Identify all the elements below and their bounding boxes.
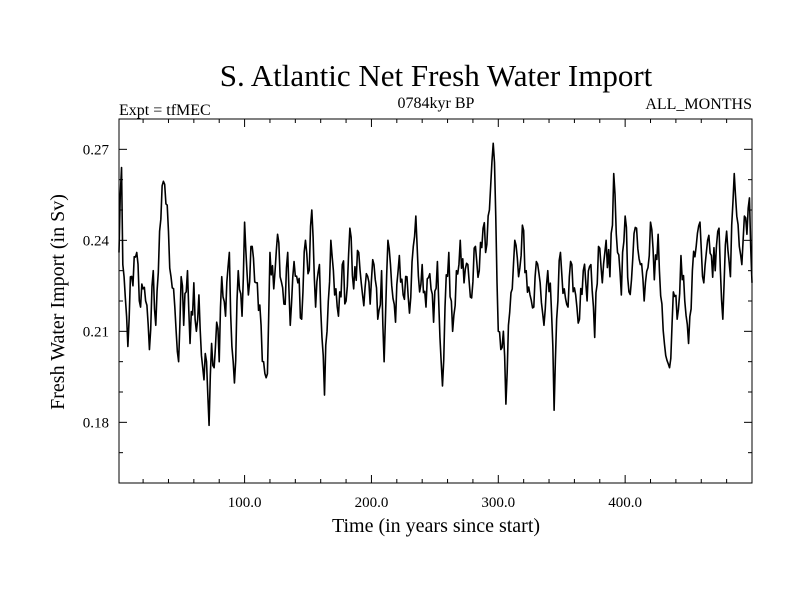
plot-frame (118, 118, 753, 484)
tick-marks (119, 119, 752, 483)
y-axis-label: Fresh Water Import (in Sv) (47, 194, 69, 410)
y-tick-label: 0.18 (83, 415, 109, 431)
subtitle-center: 0784kyr BP (398, 95, 475, 112)
x-axis-label: Time (in years since start) (332, 515, 540, 537)
x-tick-label: 200.0 (355, 495, 389, 511)
subtitle-left: Expt = tfMEC (119, 102, 211, 119)
y-tick-label: 0.21 (83, 324, 109, 340)
data-series (118, 142, 753, 427)
y-tick-label: 0.24 (83, 233, 110, 249)
chart-title: S. Atlantic Net Fresh Water Import (220, 58, 653, 93)
x-tick-label: 100.0 (228, 495, 262, 511)
y-tick-label: 0.27 (83, 142, 110, 158)
tick-labels: 100.0 200.0 300.0 400.0 0.18 0.21 0.24 0.27 (83, 142, 642, 511)
series-line (118, 142, 753, 427)
x-tick-label: 400.0 (608, 495, 642, 511)
x-tick-label: 300.0 (481, 495, 515, 511)
subtitle-right: ALL_MONTHS (645, 96, 752, 113)
